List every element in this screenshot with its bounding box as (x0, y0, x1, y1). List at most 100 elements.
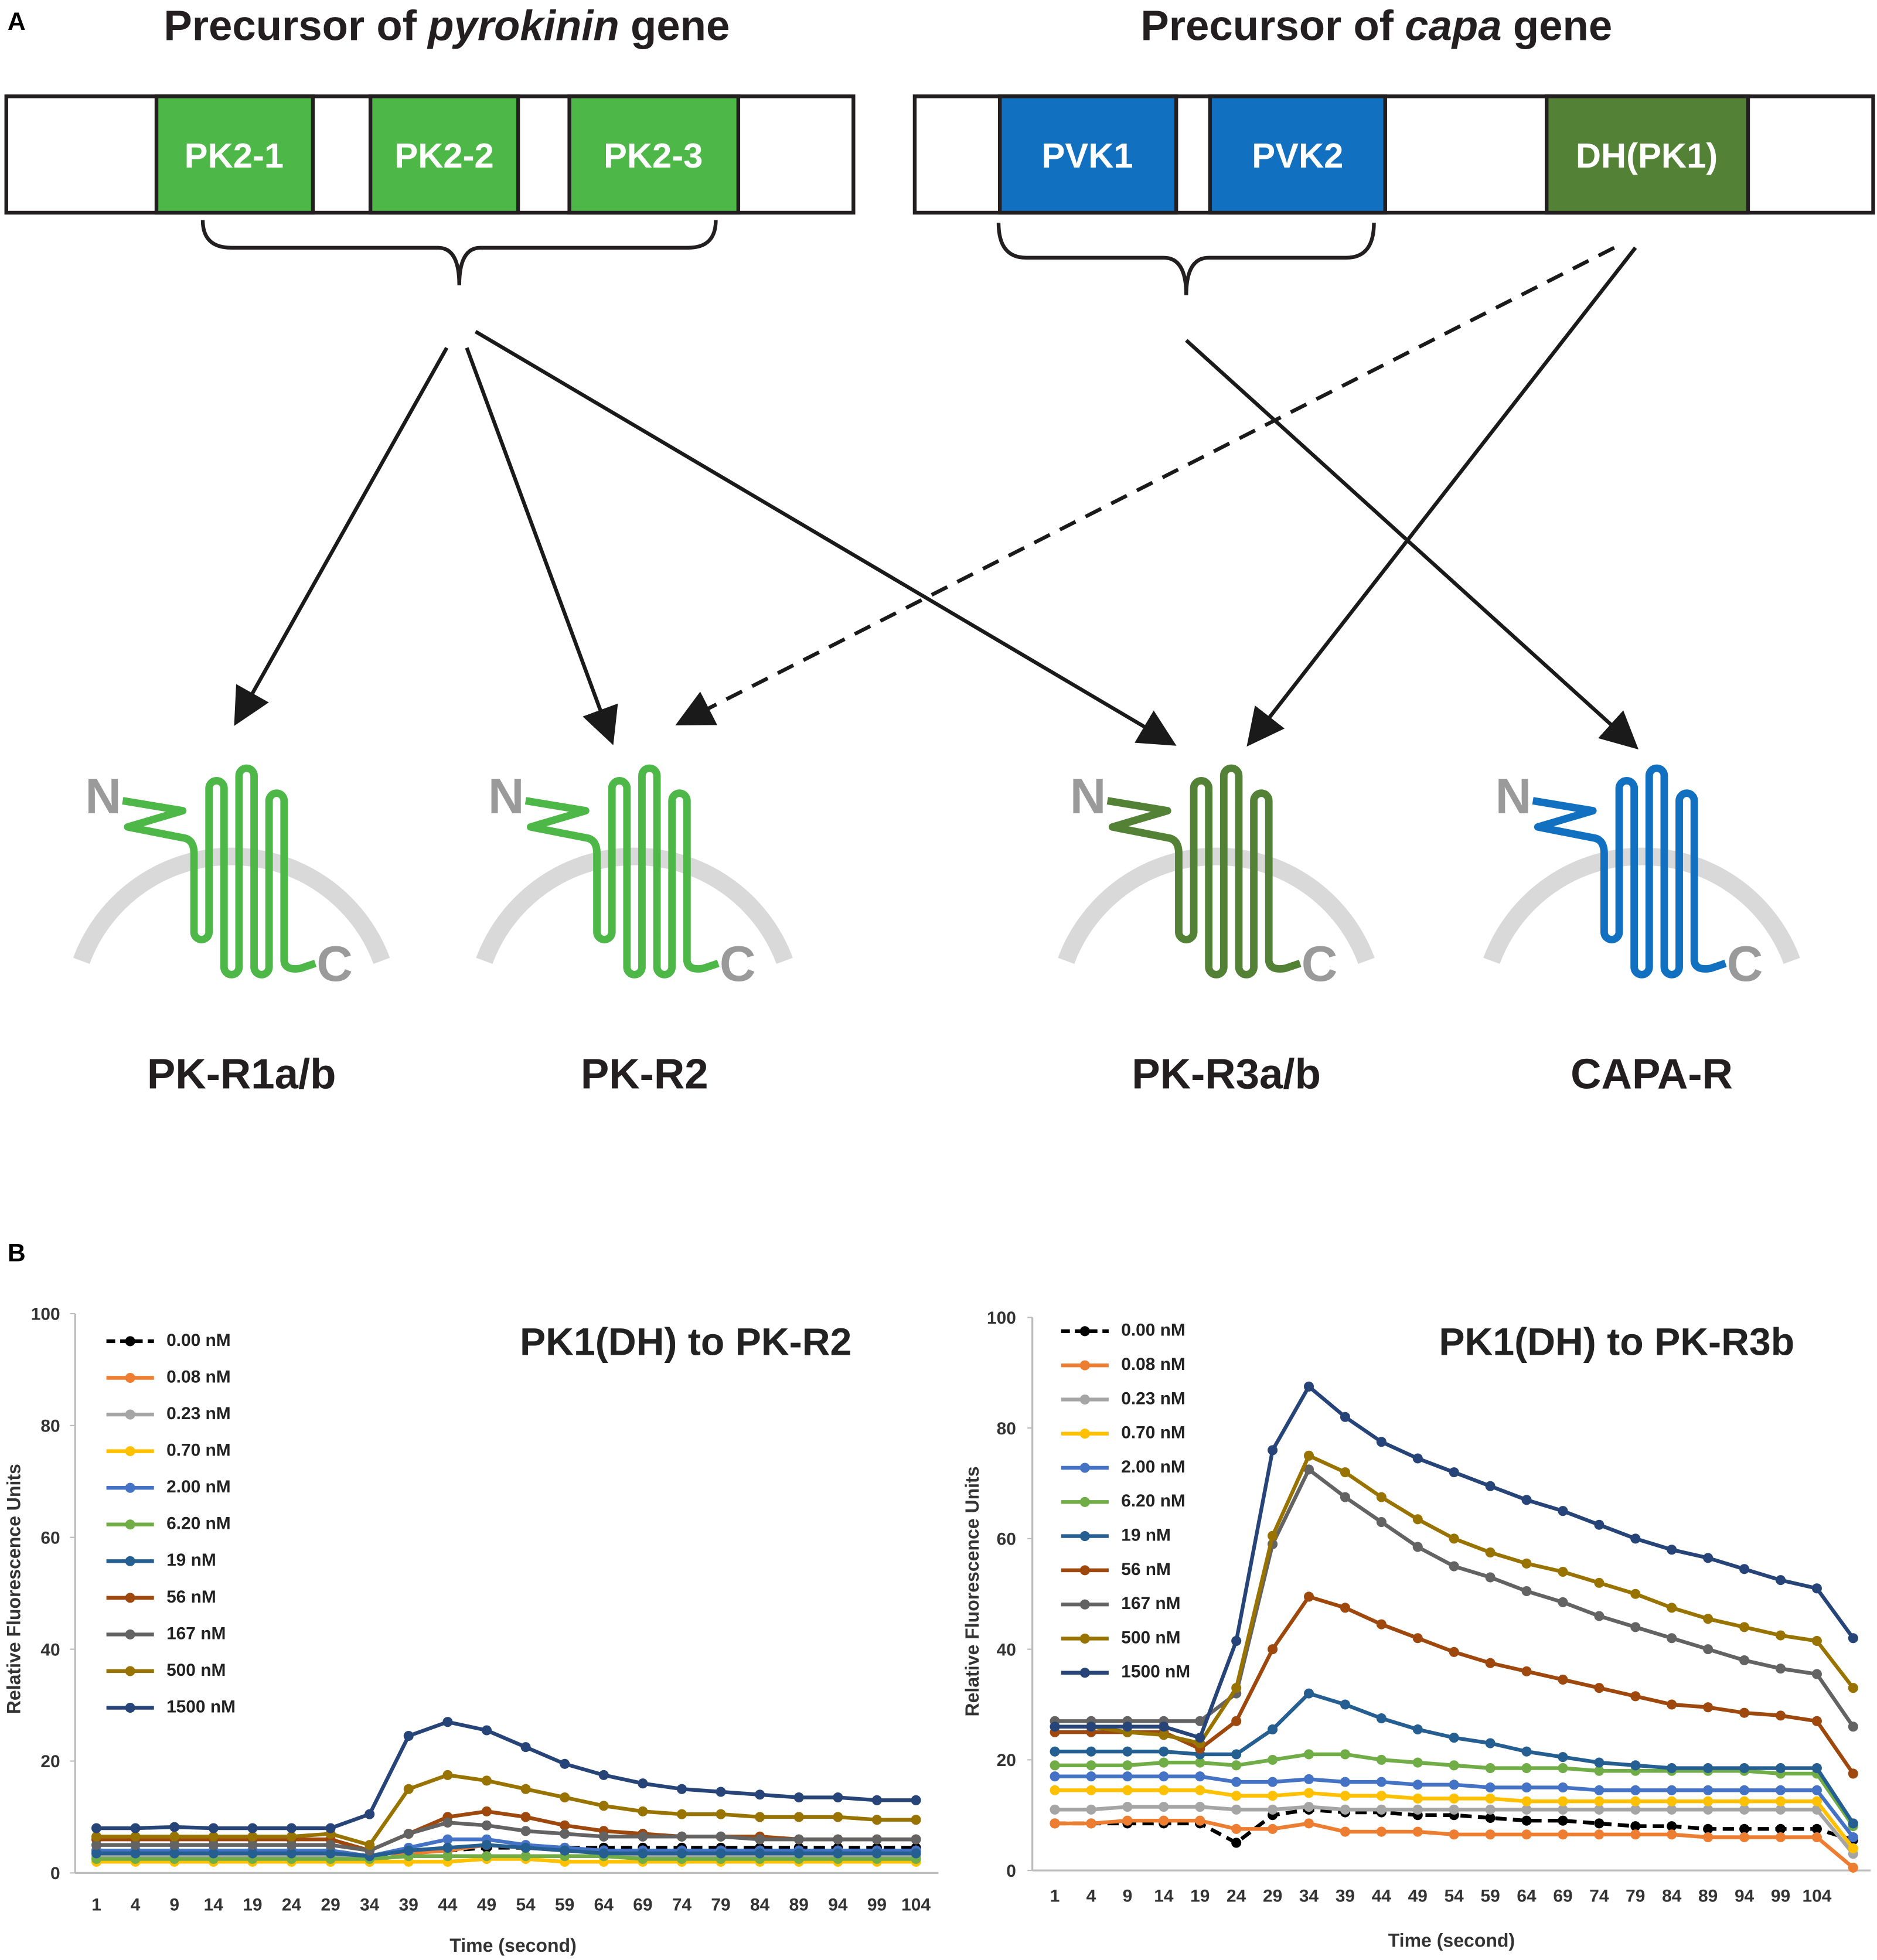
data-point (1630, 1622, 1641, 1632)
data-point (247, 1840, 258, 1850)
data-point (1122, 1815, 1133, 1826)
data-point (1086, 1804, 1096, 1815)
data-point (1521, 1804, 1532, 1815)
data-point (676, 1831, 687, 1842)
data-point (755, 1812, 765, 1822)
data-point (638, 1806, 648, 1816)
data-point (1449, 1829, 1459, 1840)
receptor-chain (1532, 764, 1727, 979)
data-point (1340, 1804, 1350, 1815)
data-point (871, 1815, 882, 1825)
data-point (1449, 1780, 1459, 1790)
series-line (96, 1857, 917, 1864)
gene-name: pyrokinin (427, 2, 619, 49)
data-point (1594, 1804, 1605, 1815)
legend-label: 500 nM (1121, 1628, 1180, 1647)
data-point (520, 1784, 531, 1794)
data-point (1268, 1777, 1278, 1787)
data-point (1703, 1796, 1714, 1806)
data-point (1703, 1804, 1714, 1815)
membrane (1058, 847, 1375, 964)
data-point (1268, 1804, 1278, 1815)
data-point (598, 1801, 609, 1811)
y-tick-label: 60 (40, 1528, 60, 1547)
data-point (1703, 1702, 1714, 1713)
data-point (403, 1845, 414, 1856)
panel-label: A (8, 8, 26, 36)
data-point (1159, 1757, 1169, 1768)
receptor-chain (524, 764, 720, 979)
peptide-box (1208, 94, 1387, 215)
data-point (1485, 1658, 1496, 1668)
data-point (481, 1851, 492, 1862)
x-tick-label: 69 (1553, 1886, 1572, 1906)
data-point (91, 1831, 102, 1842)
data-point (1303, 1802, 1314, 1812)
y-tick-label: 20 (40, 1752, 60, 1771)
data-point (1558, 1782, 1568, 1793)
legend-marker (1079, 1668, 1090, 1678)
data-point (638, 1831, 648, 1842)
data-point (1775, 1823, 1786, 1834)
data-point (1376, 1619, 1387, 1630)
data-point (1667, 1785, 1677, 1795)
data-point (1195, 1785, 1205, 1795)
x-tick-label: 49 (477, 1895, 496, 1914)
data-point (1594, 1519, 1605, 1530)
data-point (520, 1842, 531, 1853)
y-axis-label: Relative Fluorescence Units (962, 1466, 983, 1716)
data-point (1811, 1823, 1822, 1834)
x-tick-label: 94 (828, 1895, 848, 1914)
legend-marker (1079, 1599, 1090, 1610)
data-point (1848, 1862, 1858, 1873)
data-point (793, 1792, 804, 1803)
legend-marker (1079, 1633, 1090, 1644)
data-point (1159, 1785, 1169, 1795)
x-tick-label: 89 (1698, 1886, 1718, 1906)
data-point (755, 1834, 765, 1845)
legend-label: 0.00 nM (166, 1331, 231, 1350)
data-point (1630, 1829, 1641, 1840)
data-point (560, 1758, 570, 1769)
receptor: N C PK-R2 (476, 764, 793, 1098)
x-tick-label: 99 (867, 1895, 887, 1914)
data-point (598, 1848, 609, 1859)
data-point (1086, 1722, 1096, 1732)
legend-marker (125, 1446, 135, 1457)
x-tick-label: 29 (321, 1895, 340, 1914)
data-point (1050, 1722, 1060, 1732)
data-point (365, 1840, 375, 1850)
x-tick-label: 9 (1123, 1886, 1133, 1906)
data-point (1122, 1802, 1133, 1812)
receptor-chain (1106, 764, 1302, 979)
data-point (1594, 1757, 1605, 1768)
data-point (1195, 1771, 1205, 1782)
data-point (1775, 1796, 1786, 1806)
data-point (1521, 1796, 1532, 1806)
x-tick-label: 19 (1190, 1886, 1210, 1906)
data-point (1667, 1545, 1677, 1555)
legend-label: 6.20 nM (1121, 1491, 1186, 1511)
c-terminus: C (316, 936, 353, 992)
arrow (675, 246, 1615, 725)
data-point (208, 1831, 219, 1842)
x-tick-label: 1 (91, 1895, 101, 1914)
y-tick-label: 80 (997, 1419, 1016, 1439)
data-point (871, 1848, 882, 1859)
data-point (1558, 1804, 1568, 1815)
data-point (208, 1823, 219, 1833)
data-point (1122, 1785, 1133, 1795)
legend-label: 0.70 nM (1121, 1423, 1186, 1443)
data-point (1739, 1622, 1750, 1632)
data-point (1848, 1633, 1858, 1644)
title-text: gene (631, 2, 730, 49)
x-tick-label: 44 (438, 1895, 458, 1914)
data-point (1848, 1768, 1858, 1779)
arrow (234, 347, 449, 726)
data-point (1050, 1746, 1060, 1757)
brace (996, 223, 1376, 295)
data-point (1231, 1683, 1242, 1693)
peptide-label: PK2-1 (185, 136, 284, 175)
data-point (1086, 1771, 1096, 1782)
data-point (1667, 1796, 1677, 1806)
